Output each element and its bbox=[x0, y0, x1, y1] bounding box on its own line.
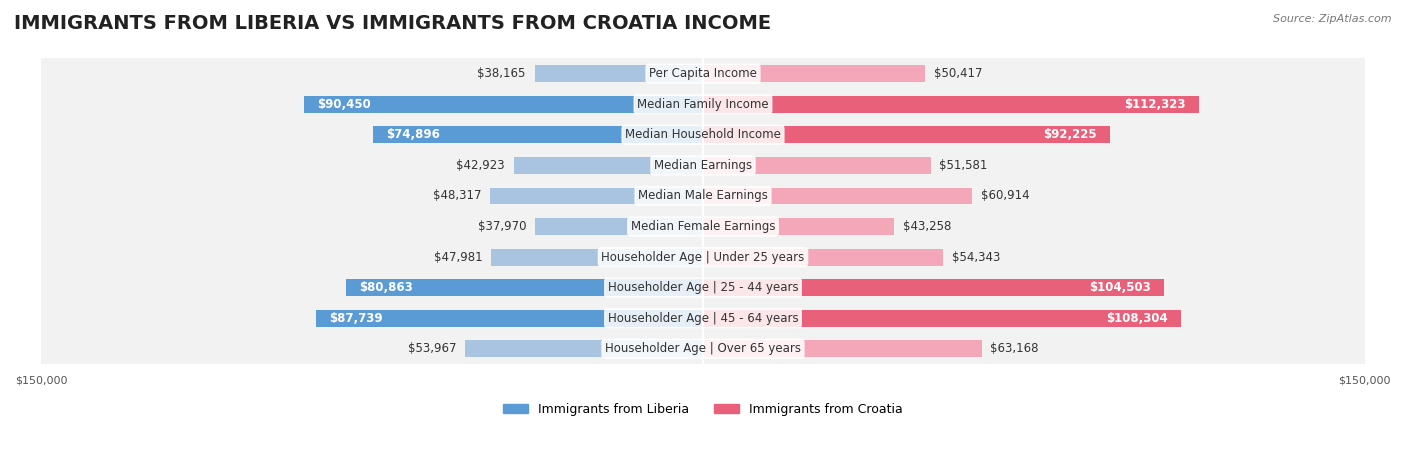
Text: $50,417: $50,417 bbox=[934, 67, 983, 80]
Bar bbox=[703, 279, 1164, 296]
Bar bbox=[41, 272, 1365, 303]
Text: Per Capita Income: Per Capita Income bbox=[650, 67, 756, 80]
Bar bbox=[703, 340, 981, 357]
Text: $104,503: $104,503 bbox=[1090, 281, 1150, 294]
Text: $112,323: $112,323 bbox=[1123, 98, 1185, 111]
Text: Source: ZipAtlas.com: Source: ZipAtlas.com bbox=[1274, 14, 1392, 24]
Bar bbox=[304, 96, 703, 113]
Bar bbox=[41, 333, 1365, 364]
Text: Median Male Earnings: Median Male Earnings bbox=[638, 190, 768, 203]
Text: $74,896: $74,896 bbox=[385, 128, 440, 142]
Bar bbox=[465, 340, 703, 357]
Bar bbox=[703, 157, 931, 174]
Bar bbox=[316, 310, 703, 326]
Text: $48,317: $48,317 bbox=[433, 190, 481, 203]
Bar bbox=[703, 65, 925, 82]
Bar bbox=[489, 188, 703, 205]
Bar bbox=[513, 157, 703, 174]
Text: $54,343: $54,343 bbox=[952, 251, 1000, 263]
Bar bbox=[41, 181, 1365, 211]
Bar bbox=[534, 65, 703, 82]
Text: $108,304: $108,304 bbox=[1105, 312, 1167, 325]
Text: $90,450: $90,450 bbox=[318, 98, 371, 111]
Text: $47,981: $47,981 bbox=[434, 251, 482, 263]
Bar bbox=[41, 120, 1365, 150]
Bar bbox=[41, 58, 1365, 89]
Bar bbox=[703, 218, 894, 235]
Text: $43,258: $43,258 bbox=[903, 220, 950, 233]
Bar bbox=[346, 279, 703, 296]
Bar bbox=[41, 242, 1365, 272]
Bar bbox=[41, 89, 1365, 120]
Text: Median Family Income: Median Family Income bbox=[637, 98, 769, 111]
Text: Householder Age | Over 65 years: Householder Age | Over 65 years bbox=[605, 342, 801, 355]
Text: IMMIGRANTS FROM LIBERIA VS IMMIGRANTS FROM CROATIA INCOME: IMMIGRANTS FROM LIBERIA VS IMMIGRANTS FR… bbox=[14, 14, 770, 33]
Text: Householder Age | Under 25 years: Householder Age | Under 25 years bbox=[602, 251, 804, 263]
Text: $37,970: $37,970 bbox=[478, 220, 527, 233]
Bar bbox=[41, 303, 1365, 333]
Text: Median Female Earnings: Median Female Earnings bbox=[631, 220, 775, 233]
Text: $51,581: $51,581 bbox=[939, 159, 988, 172]
Text: $42,923: $42,923 bbox=[456, 159, 505, 172]
Bar bbox=[703, 96, 1198, 113]
Bar bbox=[703, 249, 943, 266]
Bar bbox=[703, 188, 972, 205]
Legend: Immigrants from Liberia, Immigrants from Croatia: Immigrants from Liberia, Immigrants from… bbox=[498, 398, 908, 421]
Text: Householder Age | 25 - 44 years: Householder Age | 25 - 44 years bbox=[607, 281, 799, 294]
Text: $92,225: $92,225 bbox=[1043, 128, 1097, 142]
Text: $87,739: $87,739 bbox=[329, 312, 382, 325]
Bar bbox=[703, 127, 1109, 143]
Text: $38,165: $38,165 bbox=[478, 67, 526, 80]
Bar bbox=[373, 127, 703, 143]
Bar bbox=[703, 310, 1181, 326]
Text: Householder Age | 45 - 64 years: Householder Age | 45 - 64 years bbox=[607, 312, 799, 325]
Text: Median Household Income: Median Household Income bbox=[626, 128, 780, 142]
Text: $53,967: $53,967 bbox=[408, 342, 456, 355]
Text: $63,168: $63,168 bbox=[990, 342, 1039, 355]
Bar bbox=[491, 249, 703, 266]
Text: $60,914: $60,914 bbox=[980, 190, 1029, 203]
Bar bbox=[536, 218, 703, 235]
Bar bbox=[41, 211, 1365, 242]
Bar bbox=[41, 150, 1365, 181]
Text: $80,863: $80,863 bbox=[360, 281, 413, 294]
Text: Median Earnings: Median Earnings bbox=[654, 159, 752, 172]
